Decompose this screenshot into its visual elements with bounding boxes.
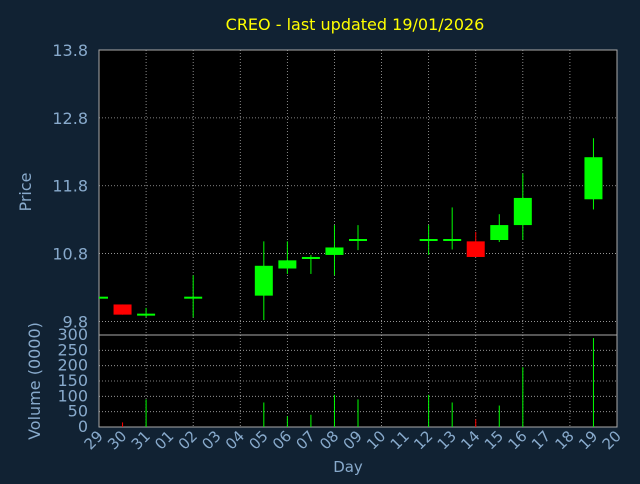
- day-tick-label: 05: [245, 427, 271, 453]
- volume-tick-label: 200: [57, 356, 88, 375]
- candle-body: [325, 247, 344, 255]
- candle-body: [184, 296, 203, 299]
- day-tick-label: 12: [410, 427, 436, 453]
- candle-body: [584, 157, 603, 200]
- day-tick-label: 10: [363, 427, 389, 453]
- candle-body: [443, 239, 462, 241]
- price-tick-label: 9.8: [63, 312, 88, 331]
- day-tick-label: 15: [481, 427, 507, 453]
- day-axis-label: Day: [333, 458, 363, 476]
- day-tick-label: 08: [316, 427, 342, 453]
- candle-body: [301, 256, 320, 259]
- day-tick-label: 18: [552, 427, 578, 453]
- candle-body: [113, 304, 132, 315]
- day-tick-label: 11: [387, 427, 413, 453]
- day-tick-label: 17: [528, 427, 554, 453]
- candle-body: [490, 225, 509, 240]
- volume-tick-label: 100: [57, 386, 88, 405]
- candle-body: [99, 296, 108, 299]
- day-tick-label: 03: [198, 427, 224, 453]
- candle-body: [349, 239, 367, 241]
- day-axis-ticks: 2930310102030405060708091011121314151617…: [81, 427, 625, 453]
- volume-tick-label: 300: [57, 325, 88, 344]
- volume-tick-label: 150: [57, 371, 88, 390]
- candle-body: [419, 239, 438, 241]
- price-tick-label: 12.8: [52, 109, 88, 128]
- candle-body: [254, 265, 273, 296]
- day-tick-label: 06: [269, 427, 295, 453]
- candle-body: [513, 197, 532, 226]
- price-tick-label: 13.8: [52, 41, 88, 60]
- day-tick-label: 01: [151, 427, 177, 453]
- price-plot-area: [98, 49, 618, 336]
- candle-body: [278, 260, 297, 269]
- day-tick-label: 02: [175, 427, 201, 453]
- day-tick-label: 14: [457, 427, 483, 453]
- price-tick-label: 11.8: [52, 177, 88, 196]
- day-tick-label: 20: [599, 427, 625, 453]
- volume-tick-label: 50: [68, 402, 88, 421]
- price-axis-ticks: 9.8 10.8 11.8 12.8 13.8: [52, 41, 88, 331]
- day-tick-label: 16: [504, 427, 530, 453]
- price-axis-label: Price: [16, 172, 35, 211]
- day-tick-label: 09: [340, 427, 366, 453]
- volume-series: [122, 338, 594, 427]
- chart-title: CREO - last updated 19/01/2026: [226, 15, 485, 34]
- candle-body: [466, 241, 485, 257]
- day-tick-label: 13: [434, 427, 460, 453]
- candlestick-series: [99, 138, 603, 321]
- day-tick-label: 30: [104, 427, 130, 453]
- day-tick-label: 19: [575, 427, 601, 453]
- day-tick-label: 31: [128, 427, 154, 453]
- volume-tick-label: 0: [78, 417, 88, 436]
- day-tick-label: 07: [293, 427, 319, 453]
- volume-axis-label: Volume (0000): [25, 322, 44, 440]
- price-tick-label: 10.8: [52, 245, 88, 264]
- volume-tick-label: 250: [57, 340, 88, 359]
- candle-body: [137, 313, 156, 316]
- price-grid: [99, 50, 617, 335]
- day-tick-label: 04: [222, 427, 248, 453]
